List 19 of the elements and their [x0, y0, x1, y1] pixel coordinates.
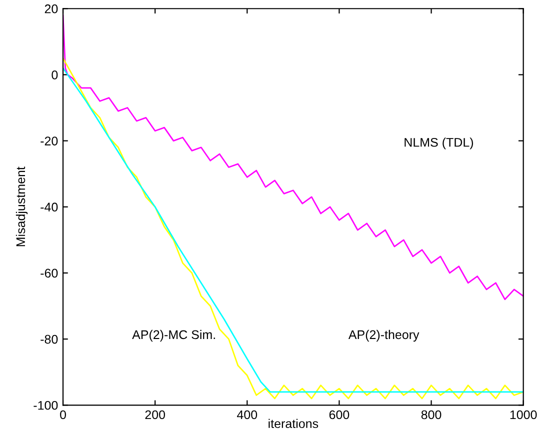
- y-tick-label: -40: [40, 202, 58, 212]
- y-axis-title: Misadjustment: [16, 166, 28, 246]
- x-tick-label: 800: [421, 410, 442, 420]
- y-tick-label: -60: [40, 268, 58, 278]
- y-tick-label: 20: [44, 4, 58, 14]
- x-axis-title: iterations: [268, 418, 318, 428]
- x-tick-label: 1000: [510, 410, 537, 420]
- annotation: NLMS (TDL): [404, 138, 474, 150]
- x-tick-label: 200: [145, 410, 166, 420]
- y-tick-label: -80: [40, 334, 58, 344]
- annotation: AP(2)-MC Sim.: [132, 330, 215, 342]
- y-tick-label: -100: [34, 400, 58, 410]
- x-tick-label: 400: [237, 410, 258, 420]
- line-series: [63, 14, 524, 300]
- y-tick-label: -20: [40, 136, 58, 146]
- annotation: AP(2)-theory: [348, 330, 420, 342]
- x-tick-label: 600: [329, 410, 350, 420]
- x-tick-label: 0: [60, 410, 66, 420]
- y-tick-label: 0: [52, 70, 58, 80]
